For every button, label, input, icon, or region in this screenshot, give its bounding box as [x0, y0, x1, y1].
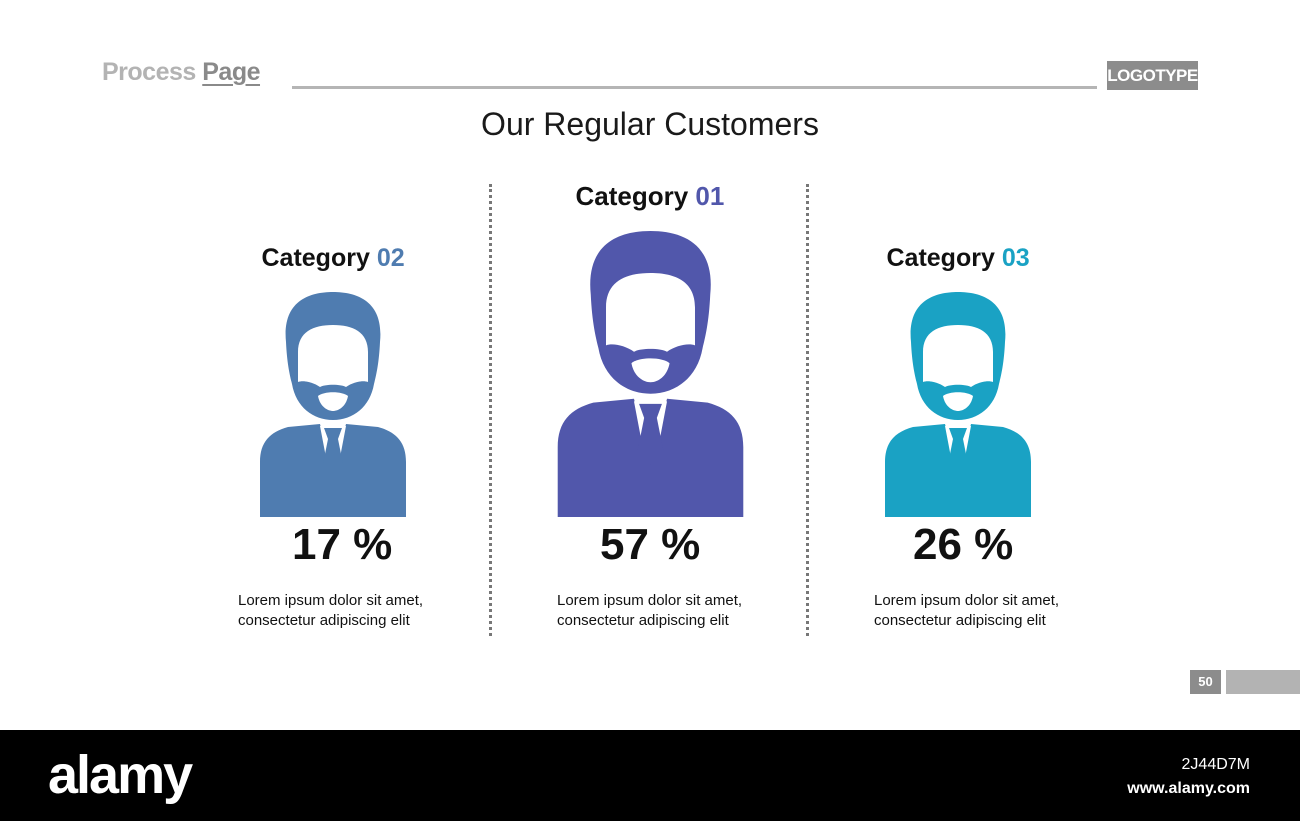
slide-title: Our Regular Customers — [481, 106, 819, 142]
divider-left — [489, 184, 492, 636]
description-line: consectetur adipiscing elit — [557, 612, 729, 629]
category-figure — [555, 231, 746, 522]
description-line: Lorem ipsum dolor sit amet, — [874, 592, 1060, 609]
category-title: Category 02 — [262, 244, 405, 273]
category-label: Category — [575, 181, 696, 211]
category-percentage: 57 % — [600, 520, 701, 569]
page-bar — [1226, 670, 1300, 694]
category-figure — [258, 292, 408, 522]
footer-bar: alamy 2J44D7M www.alamy.com — [0, 730, 1300, 821]
category-number: 01 — [695, 181, 725, 211]
person-icon — [885, 292, 1031, 517]
category-description: Lorem ipsum dolor sit amet, consectetur a… — [238, 591, 448, 631]
description-line: consectetur adipiscing elit — [238, 612, 410, 629]
header-title: Process Page — [102, 58, 261, 87]
description-line: Lorem ipsum dolor sit amet, — [238, 592, 424, 609]
footer-image-id: 2J44D7M — [1181, 756, 1250, 773]
category-description: Lorem ipsum dolor sit amet, consectetur a… — [874, 591, 1084, 631]
category-number: 03 — [1001, 244, 1030, 272]
category-percentage: 17 % — [292, 520, 393, 569]
person-icon — [260, 292, 406, 517]
divider-right — [806, 184, 809, 636]
header-title-part1: Process — [102, 58, 196, 86]
description-line: Lorem ipsum dolor sit amet, — [557, 592, 743, 609]
footer-brand: alamy — [48, 745, 193, 805]
page-number: 50 — [1190, 670, 1221, 694]
logotype: LOGOTYPE — [1107, 61, 1198, 90]
description-line: consectetur adipiscing elit — [874, 612, 1046, 629]
header-title-part2: Page — [202, 58, 261, 86]
person-icon — [557, 231, 743, 517]
footer-site: www.alamy.com — [1127, 780, 1250, 797]
header-line — [292, 86, 1097, 89]
category-percentage: 26 % — [913, 520, 1014, 569]
category-label: Category — [261, 244, 377, 272]
category-label: Category — [886, 244, 1002, 272]
category-number: 02 — [376, 244, 405, 272]
category-title: Category 01 — [576, 181, 725, 212]
category-title: Category 03 — [887, 244, 1030, 273]
category-description: Lorem ipsum dolor sit amet, consectetur a… — [557, 591, 767, 631]
category-figure — [883, 292, 1033, 522]
